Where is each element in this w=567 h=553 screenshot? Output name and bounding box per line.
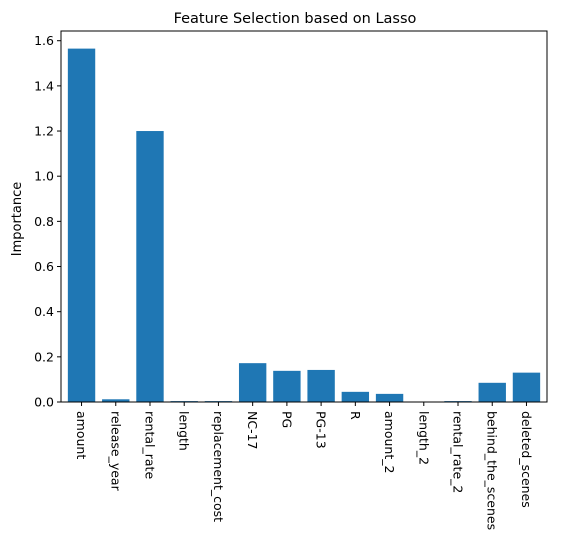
x-tick-label: rental_rate (142, 411, 157, 479)
y-tick-label: 0.2 (34, 349, 54, 364)
chart-title: Feature Selection based on Lasso (174, 11, 417, 27)
x-tick-label: length (177, 411, 192, 451)
x-tick-label: length_2 (416, 411, 431, 465)
bar-PG (273, 370, 301, 402)
x-tick-label: release_year (108, 411, 123, 492)
x-tick-label: NC-17 (245, 411, 260, 450)
x-tick-label: R (348, 411, 363, 420)
y-tick-label: 1.6 (34, 33, 54, 48)
x-tick-label: behind_the_scenes (485, 411, 500, 530)
x-tick-label: deleted_scenes (519, 411, 534, 508)
bar-rental_rate (136, 131, 164, 402)
bar-release_year (102, 399, 130, 402)
x-tick-label: amount (74, 411, 89, 459)
y-tick-label: 0.8 (34, 214, 54, 229)
y-axis-label: Importance (10, 182, 25, 257)
y-tick-label: 0.0 (34, 395, 54, 410)
bar-R (341, 391, 370, 402)
x-tick-label: PG-13 (314, 411, 329, 449)
bar-deleted_scenes (512, 372, 541, 402)
y-tick-label: 1.0 (34, 169, 54, 184)
x-tick-label: rental_rate_2 (451, 411, 466, 493)
bar-NC-17 (238, 363, 267, 402)
bar-amount_2 (375, 393, 404, 402)
y-tick-label: 0.6 (34, 259, 54, 274)
bar-amount (67, 48, 96, 402)
x-axis-ticks: amount release_year rental_rate length repla… (74, 402, 534, 530)
bar-PG-13 (307, 369, 335, 402)
x-tick-label: amount_2 (382, 411, 397, 473)
y-tick-label: 0.4 (34, 304, 54, 319)
y-tick-label: 1.4 (34, 78, 54, 93)
plot-area-frame (60, 30, 548, 403)
x-tick-label: replacement_cost (211, 411, 226, 522)
bars-group (67, 48, 541, 402)
x-tick-label: PG (279, 411, 294, 428)
y-axis-ticks: 0.0 0.2 0.4 0.6 0.8 1.0 1.2 1.4 1.6 (34, 33, 61, 410)
bar-behind_the_scenes (478, 382, 506, 402)
y-tick-label: 1.2 (34, 124, 54, 139)
